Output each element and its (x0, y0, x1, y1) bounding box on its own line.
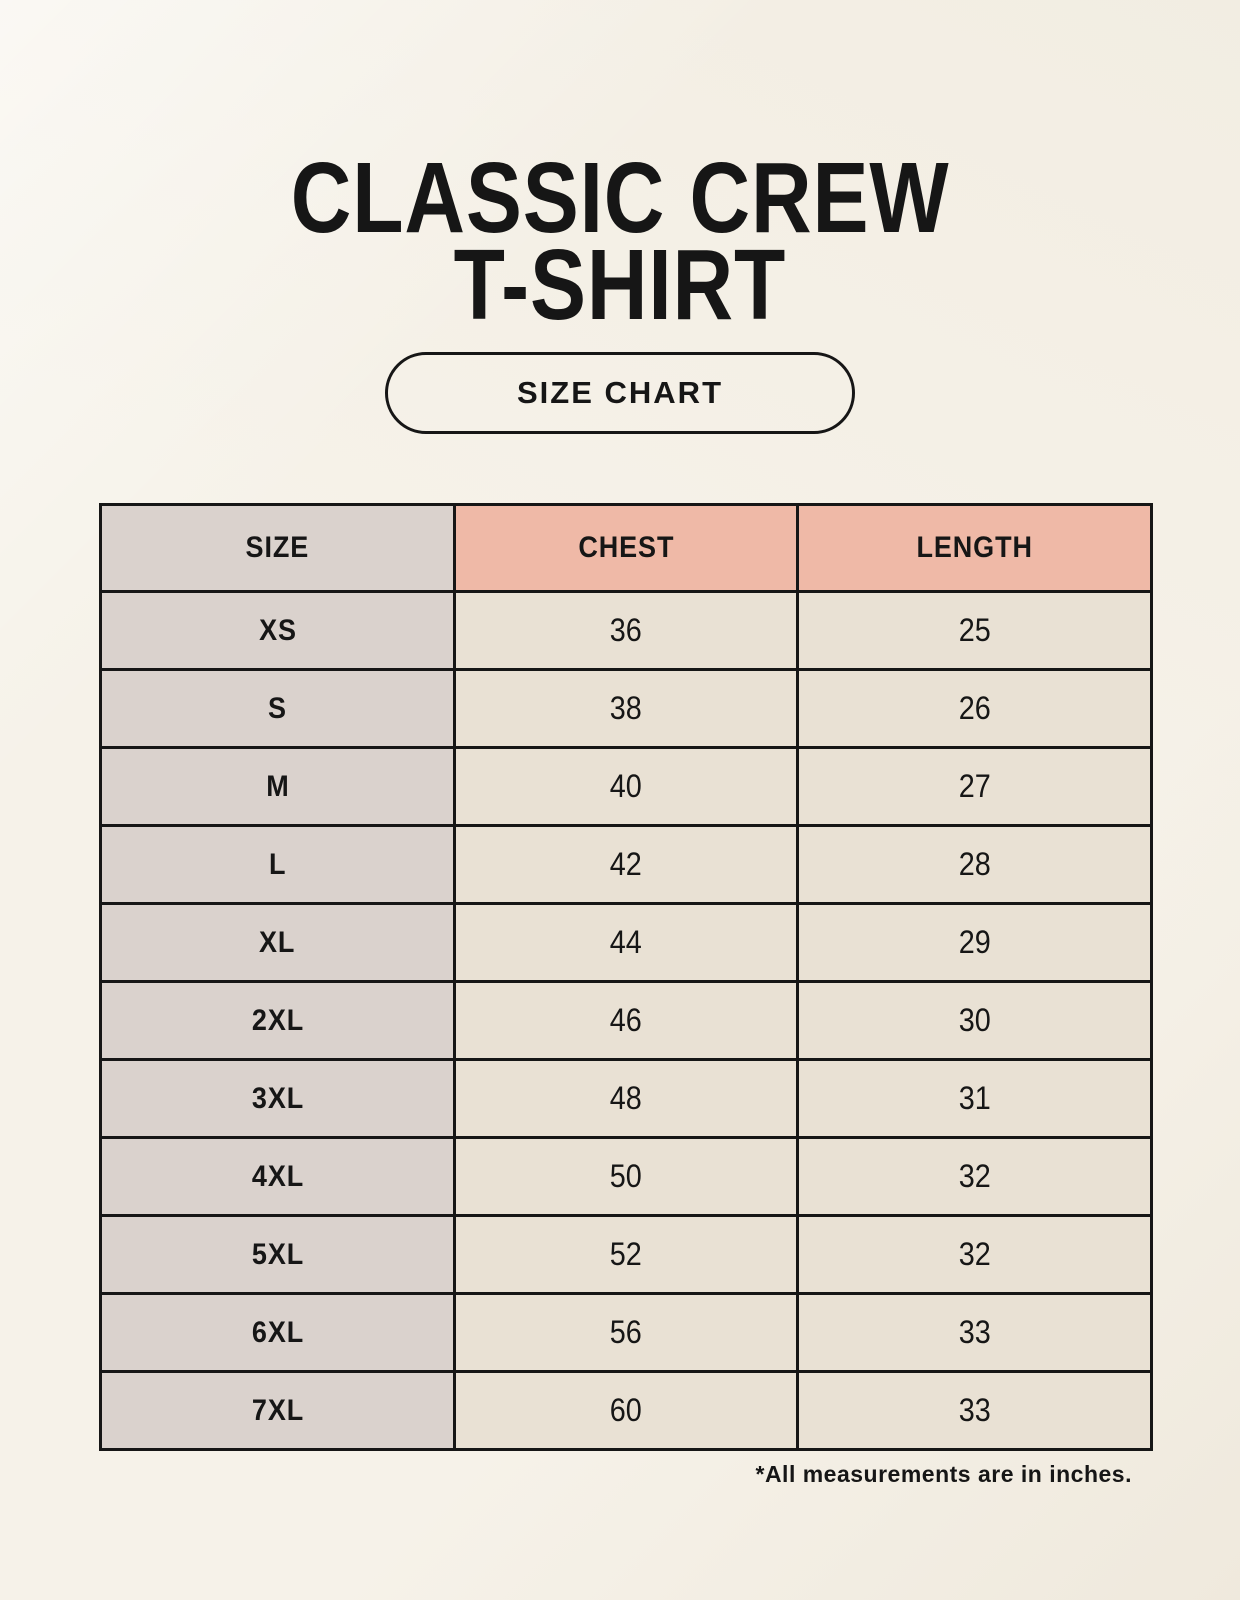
column-header-size-label: SIZE (245, 531, 310, 564)
size-table-body: XS 36 25 S 38 26 M 40 27 L 42 28 XL 44 2… (98, 590, 1154, 1451)
chest-cell: 56 (453, 1292, 799, 1373)
table-row: 6XL 56 33 (98, 1292, 1154, 1373)
size-cell: M (98, 746, 457, 827)
table-row: XS 36 25 (98, 590, 1154, 671)
size-table-header: SIZE CHEST LENGTH (98, 503, 1154, 593)
page-title-line1: CLASSIC CREW (290, 142, 950, 254)
page-title-line2: T-SHIRT (453, 229, 787, 341)
length-cell: 28 (795, 824, 1154, 905)
size-cell: 7XL (98, 1370, 457, 1451)
size-cell: 3XL (98, 1058, 457, 1139)
page-title: CLASSIC CREW T-SHIRT (0, 142, 1240, 341)
length-cell: 32 (795, 1136, 1154, 1217)
table-row: 3XL 48 31 (98, 1058, 1154, 1139)
size-cell: XS (98, 590, 457, 671)
size-chart-button[interactable]: SIZE CHART (385, 352, 855, 434)
size-cell: 6XL (98, 1292, 457, 1373)
column-header-chest-label: CHEST (577, 531, 674, 564)
measurements-footnote: *All measurements are in inches. (755, 1461, 1132, 1487)
table-row: 5XL 52 32 (98, 1214, 1154, 1295)
table-row: S 38 26 (98, 668, 1154, 749)
length-cell: 27 (795, 746, 1154, 827)
column-header-size: SIZE (98, 503, 457, 593)
size-cell: 2XL (98, 980, 457, 1061)
chest-cell: 52 (453, 1214, 799, 1295)
size-cell: XL (98, 902, 457, 983)
table-row: 2XL 46 30 (98, 980, 1154, 1061)
chest-cell: 48 (453, 1058, 799, 1139)
size-chart-table-container: SIZE CHEST LENGTH XS 36 25 S 38 26 M 40 … (98, 503, 1154, 1451)
length-cell: 33 (795, 1292, 1154, 1373)
table-row: L 42 28 (98, 824, 1154, 905)
chest-cell: 42 (453, 824, 799, 905)
length-cell: 25 (795, 590, 1154, 671)
table-row: 4XL 50 32 (98, 1136, 1154, 1217)
length-cell: 26 (795, 668, 1154, 749)
column-header-chest: CHEST (453, 503, 799, 593)
table-row: XL 44 29 (98, 902, 1154, 983)
table-row: 7XL 60 33 (98, 1370, 1154, 1451)
chest-cell: 46 (453, 980, 799, 1061)
size-cell: S (98, 668, 457, 749)
chest-cell: 50 (453, 1136, 799, 1217)
size-cell: 4XL (98, 1136, 457, 1217)
length-cell: 29 (795, 902, 1154, 983)
length-cell: 31 (795, 1058, 1154, 1139)
chest-cell: 38 (453, 668, 799, 749)
chest-cell: 44 (453, 902, 799, 983)
column-header-length-label: LENGTH (916, 531, 1033, 564)
chest-cell: 36 (453, 590, 799, 671)
header-row: SIZE CHEST LENGTH (98, 503, 1154, 593)
length-cell: 33 (795, 1370, 1154, 1451)
length-cell: 30 (795, 980, 1154, 1061)
chest-cell: 40 (453, 746, 799, 827)
size-cell: 5XL (98, 1214, 457, 1295)
table-row: M 40 27 (98, 746, 1154, 827)
size-chart-button-label: SIZE CHART (517, 375, 723, 410)
size-chart-table: SIZE CHEST LENGTH XS 36 25 S 38 26 M 40 … (98, 503, 1154, 1451)
chest-cell: 60 (453, 1370, 799, 1451)
column-header-length: LENGTH (795, 503, 1154, 593)
size-cell: L (98, 824, 457, 905)
length-cell: 32 (795, 1214, 1154, 1295)
